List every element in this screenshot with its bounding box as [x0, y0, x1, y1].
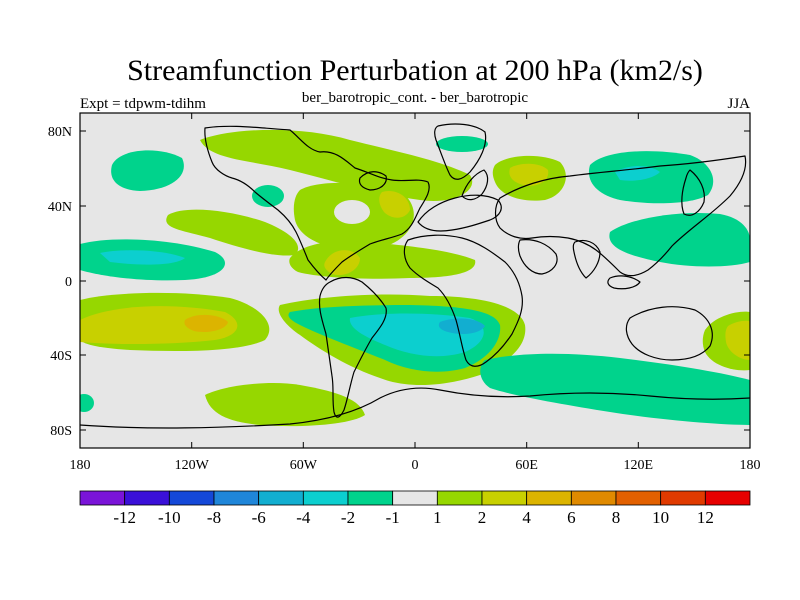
lat-label-40s: 40S — [50, 349, 72, 364]
comparison-label: ber_barotropic_cont. - ber_barotropic — [302, 90, 528, 106]
colorbar-swatch — [704, 490, 751, 506]
contour-pos-southern-band — [205, 383, 365, 427]
axis-ticks — [79, 113, 751, 448]
colorbar — [79, 490, 751, 506]
colorbar-label: -6 — [252, 508, 266, 527]
contour-high-europe — [509, 163, 549, 186]
lat-label-80n: 80N — [48, 125, 72, 140]
coastline-australia — [625, 306, 713, 361]
colorbar-swatch — [481, 490, 528, 506]
coastline-asia — [494, 155, 747, 277]
coastline-north-america — [204, 125, 430, 281]
colorbar-label: -12 — [113, 508, 136, 527]
contour-deep-neg-tropical-pacific — [100, 250, 185, 265]
colorbar-swatch — [124, 490, 170, 506]
colorbar-swatch — [347, 490, 394, 506]
coastline-greenland — [434, 123, 487, 180]
colorbar-swatch — [436, 490, 483, 506]
colorbar-labels: -12 -10 -8 -6 -4 -2 -1 1 2 4 6 8 10 12 — [113, 508, 714, 527]
colorbar-label: 6 — [567, 508, 576, 527]
contour-high-east-edge — [725, 320, 750, 360]
contour-neg-indian-band — [480, 353, 750, 425]
coastline-india — [572, 239, 601, 279]
colorbar-label: 2 — [478, 508, 487, 527]
colorbar-swatch — [168, 490, 215, 506]
colorbar-label: 8 — [612, 508, 621, 527]
contour-neg-west-edge — [80, 394, 94, 412]
coastline-maritime-continent — [607, 275, 641, 290]
colorbar-swatch — [392, 490, 438, 506]
colorbar-swatch — [660, 490, 706, 506]
colorbar-label: -1 — [386, 508, 400, 527]
contour-pos-east-pacific — [166, 209, 299, 256]
contour-core-south-atlantic — [438, 318, 485, 334]
latitude-labels: 80N 40N 0 40S 80S — [48, 125, 72, 439]
lat-label-40n: 40N — [48, 200, 72, 215]
colorbar-swatch — [526, 490, 572, 506]
lon-label-180e: 180 — [740, 458, 761, 473]
experiment-label: Expt = tdpwm-tdihm — [80, 96, 206, 112]
colorbar-label: 12 — [697, 508, 714, 527]
coastline-arabia — [517, 239, 558, 275]
colorbar-label: -10 — [158, 508, 181, 527]
colorbar-label: 10 — [652, 508, 669, 527]
contour-neg-greenland — [436, 136, 488, 152]
contour-neg-nw-america — [252, 185, 284, 207]
lon-label-120e: 120E — [624, 458, 654, 473]
contour-hole-north-america — [334, 200, 370, 224]
lat-label-80s: 80S — [50, 424, 72, 439]
coastline-south-america — [318, 276, 387, 418]
colorbar-swatch — [570, 490, 617, 506]
colorbar-label: -8 — [207, 508, 221, 527]
coastline-antarctica — [80, 387, 750, 429]
season-label: JJA — [727, 96, 750, 112]
colorbar-swatch — [302, 490, 349, 506]
coastline-africa — [403, 234, 523, 367]
colorbar-swatch — [79, 490, 126, 506]
lon-label-60w: 60W — [290, 458, 318, 473]
contour-neg-north-pacific — [111, 150, 184, 191]
colorbar-swatch — [615, 490, 662, 506]
colorbar-label: -4 — [296, 508, 311, 527]
lon-label-0: 0 — [412, 458, 419, 473]
colorbar-label: 4 — [522, 508, 531, 527]
contour-pos-north-band — [200, 129, 473, 201]
coastline-kamchatka — [681, 169, 705, 216]
colorbar-label: -2 — [341, 508, 355, 527]
lon-label-60e: 60E — [515, 458, 538, 473]
coastline-hudson-bay — [358, 171, 387, 191]
contour-fill-layer — [80, 129, 750, 427]
colorbar-swatch — [258, 490, 304, 506]
contour-high-north-america — [379, 190, 410, 218]
contour-peak-south-pacific — [184, 314, 228, 332]
map-title: Streamfunction Perturbation at 200 hPa (… — [127, 54, 703, 87]
colorbar-swatch — [213, 490, 260, 506]
lat-label-0: 0 — [65, 275, 72, 290]
coastline-scandinavia — [461, 169, 489, 201]
lon-label-180w: 180 — [70, 458, 91, 473]
longitude-labels: 180 120W 60W 0 60E 120E 180 — [70, 458, 761, 473]
coastline-europe — [417, 194, 502, 232]
colorbar-label: 1 — [433, 508, 442, 527]
contour-neg-west-pacific — [609, 212, 750, 267]
lon-label-120w: 120W — [175, 458, 210, 473]
coastline-layer — [80, 123, 750, 429]
